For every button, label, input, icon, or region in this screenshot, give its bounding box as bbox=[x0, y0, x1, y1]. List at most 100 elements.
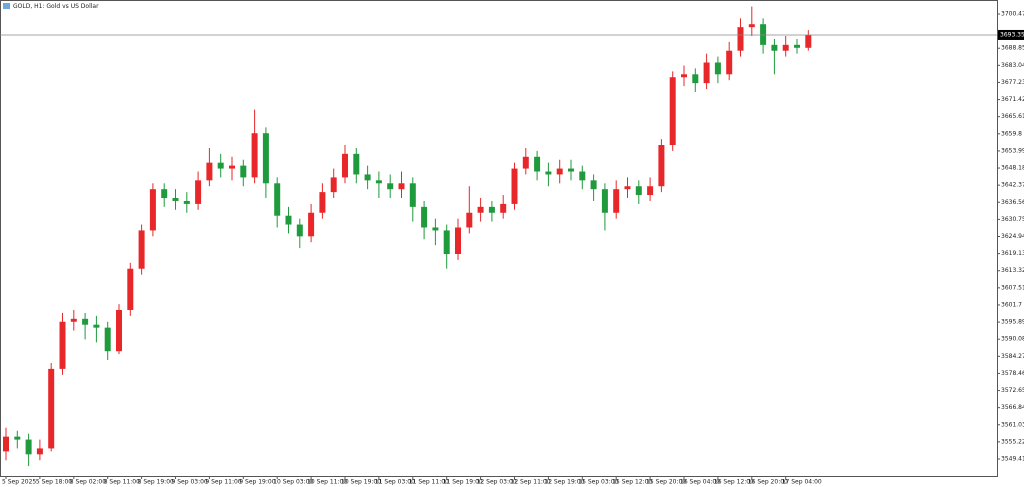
candle-body bbox=[342, 153, 348, 178]
candle-body bbox=[771, 44, 778, 51]
y-tick-label: 3642.37 bbox=[1001, 182, 1024, 189]
candle-body bbox=[353, 153, 360, 175]
x-tick-label: 9 Sep 11:00 bbox=[205, 479, 241, 486]
candle-body bbox=[455, 227, 461, 254]
x-tick-label: 5 Sep 18:00 bbox=[36, 479, 72, 486]
x-tick-label: 12 Sep 19:00 bbox=[544, 479, 584, 486]
y-tick-label: 3549.41 bbox=[1001, 456, 1024, 463]
candle-body bbox=[579, 171, 586, 181]
candle-body bbox=[782, 44, 789, 51]
candle-body bbox=[488, 206, 495, 213]
candle-body bbox=[601, 189, 608, 213]
candle-body bbox=[703, 62, 710, 84]
candle-body bbox=[240, 165, 247, 178]
candle-body bbox=[127, 268, 134, 310]
candle-body bbox=[206, 162, 213, 181]
candle-body bbox=[398, 183, 405, 190]
candle-body bbox=[500, 203, 507, 213]
candle-body bbox=[658, 144, 665, 187]
candle-body bbox=[748, 24, 755, 28]
y-tick-label: 3561.03 bbox=[1001, 421, 1024, 428]
plot-frame bbox=[0, 0, 998, 477]
y-tick-label: 3648.18 bbox=[1001, 165, 1024, 172]
candle-body bbox=[172, 198, 179, 201]
x-tick-label: 5 Sep 2025 bbox=[2, 479, 36, 486]
candle-body bbox=[794, 44, 800, 48]
x-tick-label: 15 Sep 03:00 bbox=[578, 479, 618, 486]
y-tick-label: 3624.94 bbox=[1001, 233, 1024, 240]
candle-body bbox=[285, 215, 292, 225]
candle-body bbox=[635, 186, 642, 196]
candle-body bbox=[760, 24, 767, 45]
x-tick-label: 17 Sep 04:00 bbox=[782, 479, 822, 486]
x-tick-label: 16 Sep 20:00 bbox=[748, 479, 788, 486]
y-tick-label: 3653.99 bbox=[1001, 147, 1024, 154]
y-tick-label: 3677.23 bbox=[1001, 79, 1024, 86]
candle-body bbox=[36, 448, 43, 455]
candle-body bbox=[138, 230, 145, 269]
candle-body bbox=[511, 168, 518, 204]
x-tick-label: 12 Sep 11:00 bbox=[511, 479, 551, 486]
candle-body bbox=[364, 174, 371, 181]
candle-body bbox=[82, 318, 89, 325]
y-tick-label: 3607.51 bbox=[1001, 284, 1024, 291]
candle-body bbox=[477, 206, 484, 213]
candle-body bbox=[48, 368, 55, 449]
x-tick-label: 15 Sep 12:00 bbox=[612, 479, 652, 486]
y-tick-label: 3700.47 bbox=[1001, 10, 1024, 17]
y-tick-label: 3630.75 bbox=[1001, 216, 1024, 223]
candle-body bbox=[25, 439, 32, 455]
candle-body bbox=[556, 168, 563, 175]
current-price-label: 3693.35 bbox=[1000, 31, 1024, 38]
candle-body bbox=[421, 206, 428, 228]
candle-body bbox=[443, 230, 450, 254]
y-tick-label: 3572.65 bbox=[1001, 387, 1024, 394]
x-tick-label: 16 Sep 04:00 bbox=[680, 479, 720, 486]
candle-body bbox=[624, 186, 631, 190]
x-tick-label: 16 Sep 12:00 bbox=[714, 479, 754, 486]
current-price-box bbox=[998, 29, 1024, 40]
chart-title: GOLD, H1: Gold vs US Dollar bbox=[13, 3, 99, 10]
chart-icon bbox=[3, 3, 10, 9]
x-tick-label: 9 Sep 03:00 bbox=[172, 479, 208, 486]
candle-body bbox=[726, 50, 733, 75]
y-tick-label: 3613.32 bbox=[1001, 267, 1024, 274]
y-tick-label: 3595.89 bbox=[1001, 319, 1024, 326]
candle-body bbox=[59, 321, 66, 369]
candle-body bbox=[14, 436, 21, 440]
candle-body bbox=[195, 180, 202, 204]
candle-body bbox=[274, 183, 281, 216]
candle-body bbox=[647, 186, 654, 196]
candle-body bbox=[308, 212, 315, 237]
x-tick-label: 8 Sep 11:00 bbox=[104, 479, 140, 486]
y-tick-label: 3566.84 bbox=[1001, 404, 1024, 411]
candle-body bbox=[161, 189, 168, 199]
candle-body bbox=[692, 74, 699, 84]
candle-body bbox=[70, 318, 77, 322]
candle-body bbox=[409, 183, 416, 207]
candle-body bbox=[568, 168, 574, 172]
candle-body bbox=[545, 171, 552, 175]
x-tick-label: 11 Sep 19:00 bbox=[443, 479, 483, 486]
candle-body bbox=[217, 162, 224, 169]
x-tick-label: 8 Sep 19:00 bbox=[138, 479, 174, 486]
y-tick-label: 3601.7 bbox=[1001, 301, 1022, 308]
candle-body bbox=[737, 27, 744, 51]
x-tick-label: 9 Sep 19:00 bbox=[239, 479, 275, 486]
candle-body bbox=[534, 156, 541, 172]
y-tick-label: 3659.8 bbox=[1001, 130, 1022, 137]
x-tick-label: 10 Sep 19:00 bbox=[341, 479, 381, 486]
candle-body bbox=[375, 180, 382, 184]
x-tick-label: 10 Sep 11:00 bbox=[307, 479, 347, 486]
candle-body bbox=[590, 180, 597, 190]
y-tick-label: 3555.22 bbox=[1001, 438, 1024, 445]
y-tick-label: 3636.56 bbox=[1001, 199, 1024, 206]
candle-body bbox=[262, 133, 269, 184]
y-tick-label: 3584.27 bbox=[1001, 353, 1024, 360]
candle-body bbox=[805, 34, 812, 48]
candle-body bbox=[522, 156, 529, 169]
candle-body bbox=[681, 74, 687, 78]
candle-body bbox=[3, 436, 9, 452]
y-tick-label: 3688.85 bbox=[1001, 45, 1024, 52]
candle-body bbox=[183, 200, 190, 204]
